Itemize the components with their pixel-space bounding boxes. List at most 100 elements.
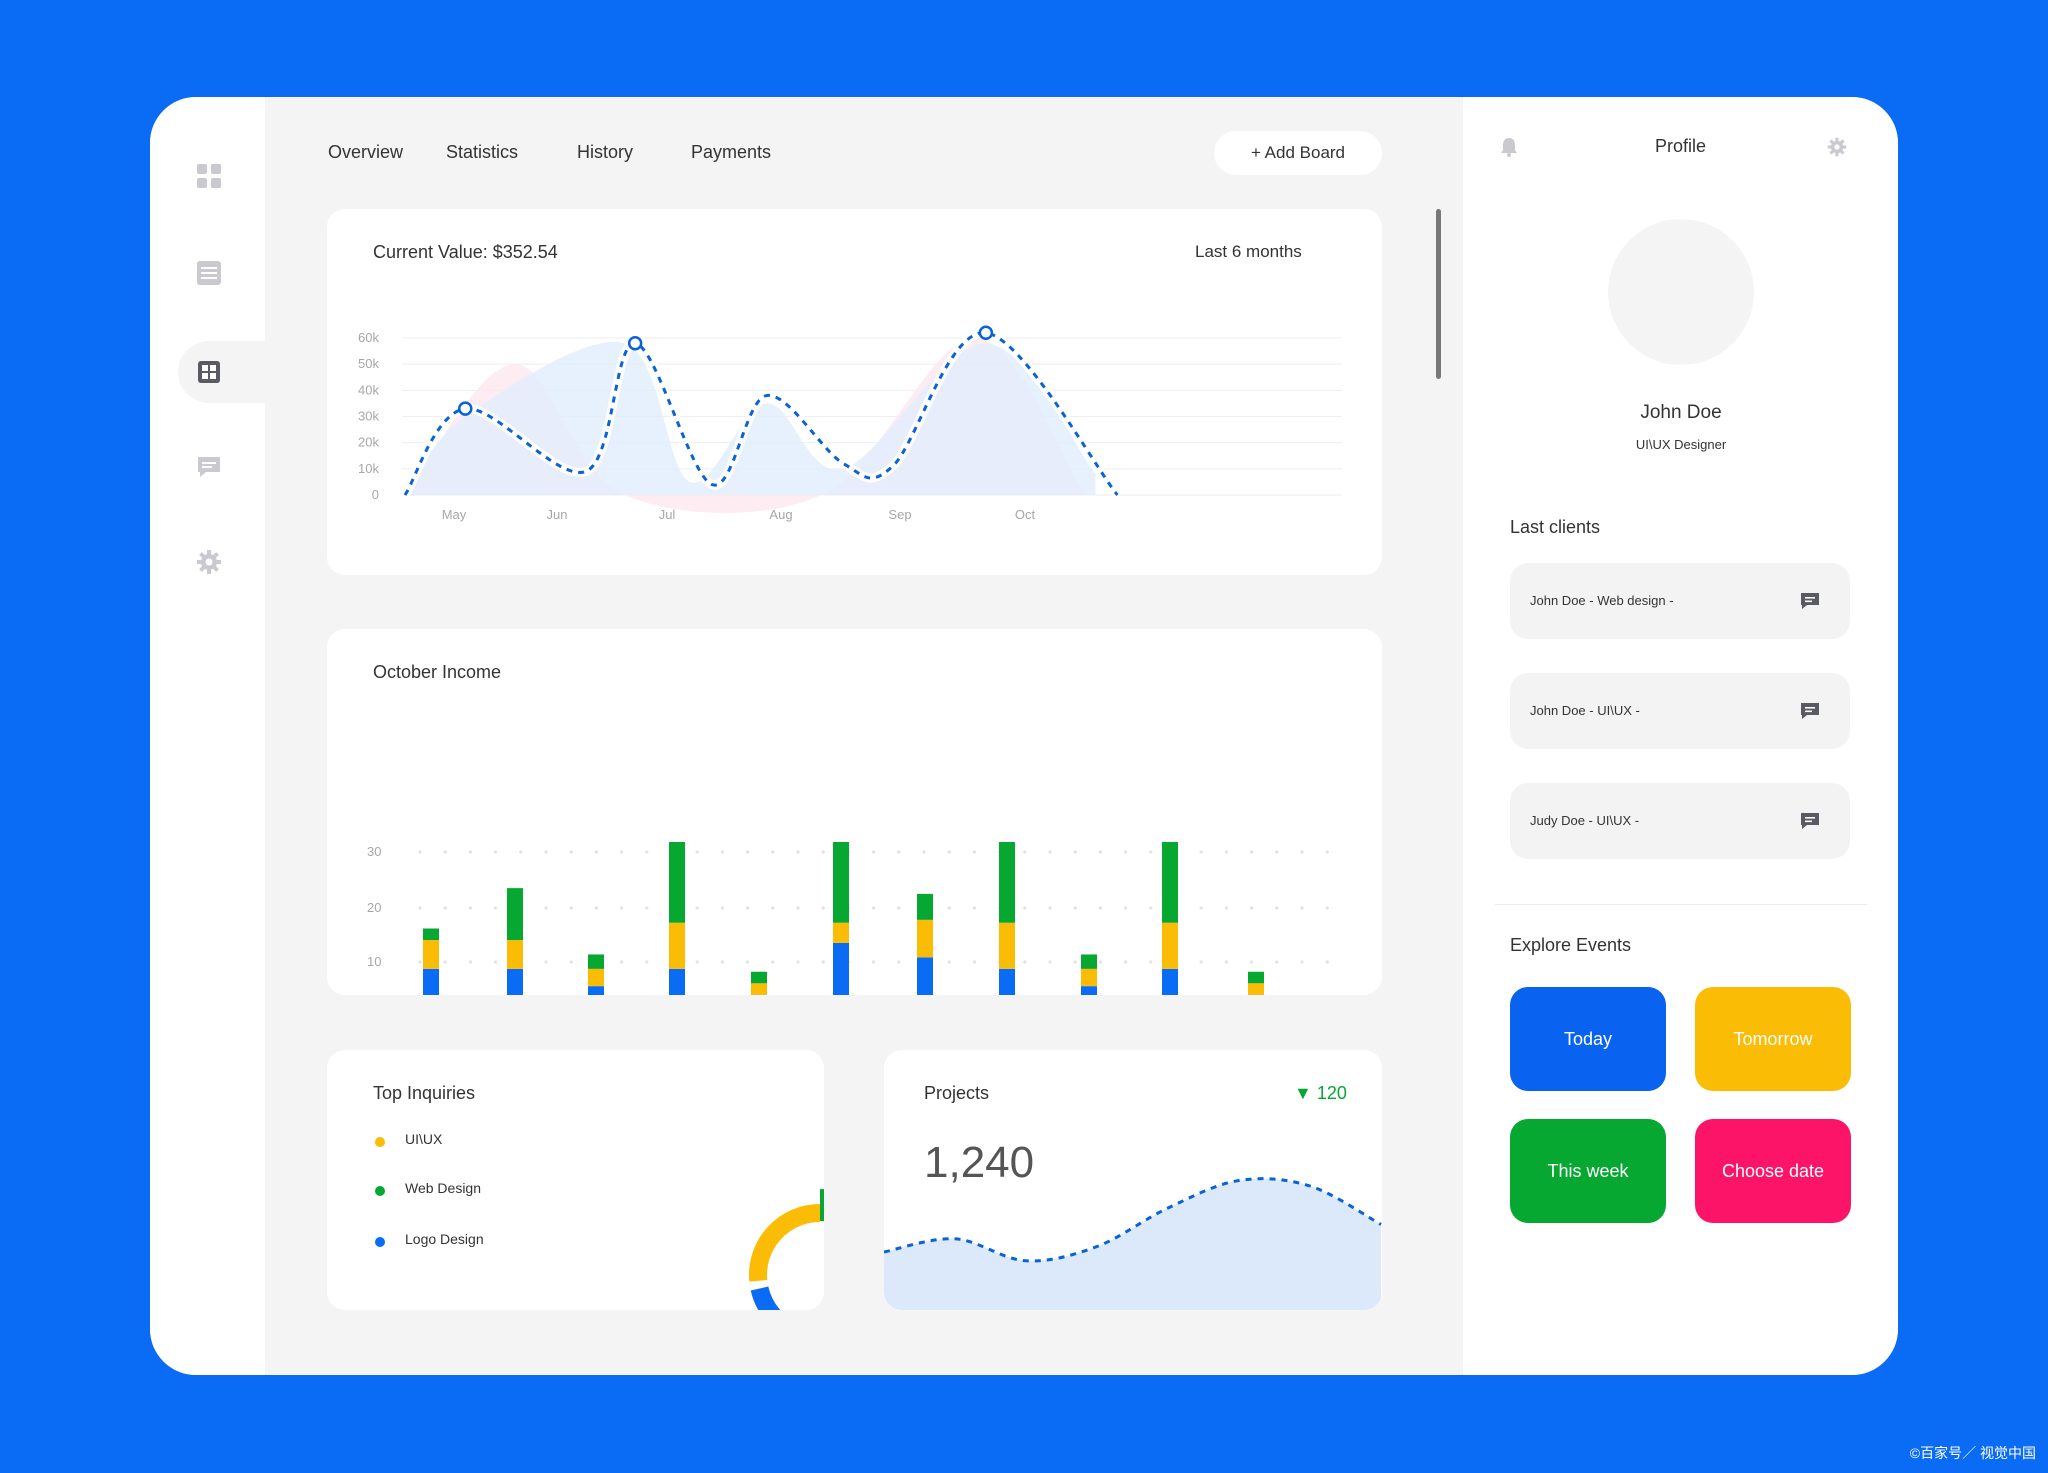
event-today-button[interactable]: Today: [1510, 987, 1666, 1091]
dashboard-grid-icon[interactable]: [196, 163, 222, 189]
grid-dot: [1149, 960, 1153, 964]
client-item[interactable]: Judy Doe - UI\UX -: [1510, 783, 1850, 859]
grid-dot: [1149, 850, 1153, 854]
grid-dot: [1048, 960, 1052, 964]
tab-overview[interactable]: Overview: [328, 142, 404, 162]
event-choose-date-button[interactable]: Choose date: [1695, 1119, 1851, 1223]
bar-segment: [588, 968, 604, 987]
grid-dot: [1199, 850, 1203, 854]
grid-dot: [947, 906, 951, 910]
bar-segment: [833, 942, 849, 995]
tab-statistics[interactable]: Statistics: [446, 142, 519, 162]
grid-dot: [947, 960, 951, 964]
bar-segment: [917, 957, 933, 995]
grid-dot: [1124, 906, 1128, 910]
legend-dot-web-design: [375, 1186, 385, 1196]
bar-segment: [917, 919, 933, 958]
x-tick-label: Oct: [1015, 507, 1036, 522]
message-icon[interactable]: [1800, 811, 1820, 831]
current-value-card: Current Value: $352.54 Last 6 months 0 10…: [327, 209, 1382, 575]
bar-segment: [423, 928, 439, 941]
bar-segment: [999, 842, 1015, 923]
grid-dot: [1199, 960, 1203, 964]
bar-segment: [917, 893, 933, 920]
profile-settings-icon[interactable]: [1827, 137, 1847, 157]
x-tick-label: May: [442, 507, 467, 522]
profile-title: Profile: [1655, 136, 1707, 156]
client-item[interactable]: John Doe - UI\UX -: [1510, 673, 1850, 749]
data-point: [978, 325, 994, 341]
october-income-title: October Income: [373, 662, 502, 682]
grid-dot: [897, 906, 901, 910]
tab-payments[interactable]: Payments: [691, 142, 772, 162]
grid-dot: [972, 960, 977, 964]
bar-segment: [588, 954, 604, 969]
bar-segment: [507, 888, 523, 941]
bar-segment: [423, 940, 439, 969]
tab-history[interactable]: History: [577, 142, 634, 162]
grid-dot: [1124, 850, 1128, 854]
avatar[interactable]: [1608, 219, 1754, 365]
client-label: Judy Doe - UI\UX -: [1530, 813, 1640, 828]
grid-dot: [771, 906, 775, 910]
grid-dot: [796, 906, 800, 910]
grid-dot: [947, 850, 951, 854]
grid-dot: [1224, 906, 1228, 910]
divider: [1495, 904, 1867, 905]
grid-dot: [418, 960, 422, 964]
value-line: [403, 331, 1119, 496]
grid-dot: [972, 906, 977, 910]
bar-segment: [507, 940, 523, 969]
bar-segment: [999, 968, 1015, 995]
y-tick-label: 40k: [358, 382, 379, 397]
bar-segment: [833, 922, 849, 943]
grid-dot: [796, 960, 800, 964]
grid-dot: [1023, 850, 1027, 854]
x-tick-label: Sep: [888, 507, 911, 522]
grid-dot: [594, 906, 598, 910]
income-bar-chart: 0102030MonTueWedThuFriSatSunMonTueWedThu: [367, 842, 1329, 995]
grid-dot: [821, 906, 825, 910]
grid-dot: [1199, 906, 1203, 910]
y-tick-label: 50k: [358, 356, 379, 371]
bar-segment: [1162, 842, 1178, 923]
grid-dot: [1250, 960, 1254, 964]
y-tick-label: 10k: [358, 461, 379, 476]
widgets-icon[interactable]: [196, 359, 222, 385]
add-board-button[interactable]: + Add Board: [1214, 131, 1382, 175]
grid-dot: [1275, 906, 1279, 910]
legend-dot-logo-design: [375, 1237, 385, 1247]
legend-dot-uiux: [375, 1137, 385, 1147]
grid-dot: [821, 850, 825, 854]
grid-dot: [1325, 906, 1329, 910]
grid-dot: [1325, 960, 1329, 964]
event-this-week-button[interactable]: This week: [1510, 1119, 1666, 1223]
message-icon[interactable]: [1800, 591, 1820, 611]
grid-dot: [1224, 960, 1228, 964]
period-label[interactable]: Last 6 months: [1195, 242, 1302, 261]
grid-dot: [544, 850, 548, 854]
grid-dot: [569, 960, 573, 964]
bar-segment: [1248, 971, 1264, 984]
y-tick-label: 30k: [358, 409, 379, 424]
event-tomorrow-button[interactable]: Tomorrow: [1695, 987, 1851, 1091]
bar-segment: [751, 971, 767, 984]
grid-dot: [418, 850, 422, 854]
message-icon[interactable]: [1800, 701, 1820, 721]
chat-icon[interactable]: [196, 454, 222, 480]
grid-dot: [569, 906, 573, 910]
grid-dot: [468, 850, 472, 854]
grid-dot: [796, 850, 800, 854]
list-icon[interactable]: [196, 260, 222, 286]
bell-icon[interactable]: [1500, 137, 1518, 157]
top-inquiries-title: Top Inquiries: [373, 1083, 476, 1103]
grid-dot: [1098, 960, 1102, 964]
scrollbar-thumb[interactable]: [1436, 209, 1441, 379]
grid-dot: [897, 850, 901, 854]
settings-gear-icon[interactable]: [196, 549, 222, 575]
bar-segment: [1248, 983, 1264, 995]
grid-dot: [468, 906, 472, 910]
grid-dot: [1048, 850, 1052, 854]
client-item[interactable]: John Doe - Web design -: [1510, 563, 1850, 639]
grid-dot: [695, 960, 699, 964]
